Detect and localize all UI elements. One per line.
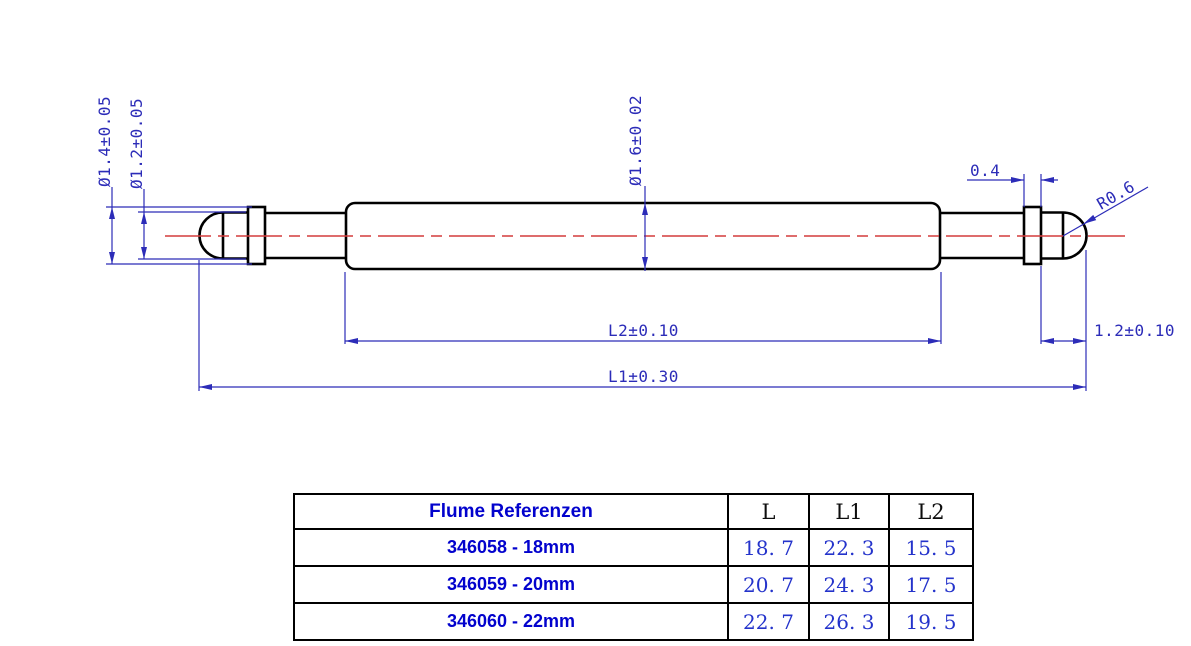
dim-label-tip-radius: R0.6 <box>1094 177 1139 214</box>
part-ref: 346059 - 20mm <box>293 565 729 604</box>
spec-table-header-row: Flume Referenzen L L1 L2 <box>293 493 974 530</box>
value-l2: 17. 5 <box>888 565 974 604</box>
table-header-l: L <box>727 493 810 530</box>
spec-table: Flume Referenzen L L1 L2 346058 - 18mm 1… <box>293 493 974 641</box>
dim-label-overall-length: L1±0.30 <box>608 367 679 386</box>
value-l2: 19. 5 <box>888 602 974 641</box>
dim-label-tip-length: 1.2±0.10 <box>1094 321 1175 340</box>
dimension-arrowheads <box>109 177 1097 390</box>
table-header-l2: L2 <box>888 493 974 530</box>
dim-label-barrel-length: L2±0.10 <box>608 321 679 340</box>
table-row: 346060 - 22mm 22. 7 26. 3 19. 5 <box>293 602 974 641</box>
value-l: 20. 7 <box>727 565 810 604</box>
dim-label-flange-width: 0.4 <box>970 161 1000 180</box>
value-l1: 22. 3 <box>808 528 890 567</box>
dim-label-barrel-diameter: Ø1.6±0.02 <box>626 95 645 186</box>
value-l: 18. 7 <box>727 528 810 567</box>
right-dome <box>1062 211 1088 260</box>
value-l: 22. 7 <box>727 602 810 641</box>
dim-label-plunger-diameter: Ø1.2±0.05 <box>127 98 146 189</box>
dimension-labels: Ø1.4±0.05 Ø1.2±0.05 Ø1.6±0.02 0.4 R0.6 L… <box>95 95 1175 386</box>
value-l2: 15. 5 <box>888 528 974 567</box>
table-header-ref: Flume Referenzen <box>293 493 729 530</box>
part-ref: 346058 - 18mm <box>293 528 729 567</box>
table-row: 346059 - 20mm 20. 7 24. 3 17. 5 <box>293 565 974 604</box>
value-l1: 26. 3 <box>808 602 890 641</box>
table-header-l1: L1 <box>808 493 890 530</box>
value-l1: 24. 3 <box>808 565 890 604</box>
table-row: 346058 - 18mm 18. 7 22. 3 15. 5 <box>293 528 974 567</box>
part-ref: 346060 - 22mm <box>293 602 729 641</box>
pogo-pin-drawing: Ø1.4±0.05 Ø1.2±0.05 Ø1.6±0.02 0.4 R0.6 L… <box>95 95 1175 391</box>
dim-label-flange-diameter: Ø1.4±0.05 <box>95 96 114 187</box>
